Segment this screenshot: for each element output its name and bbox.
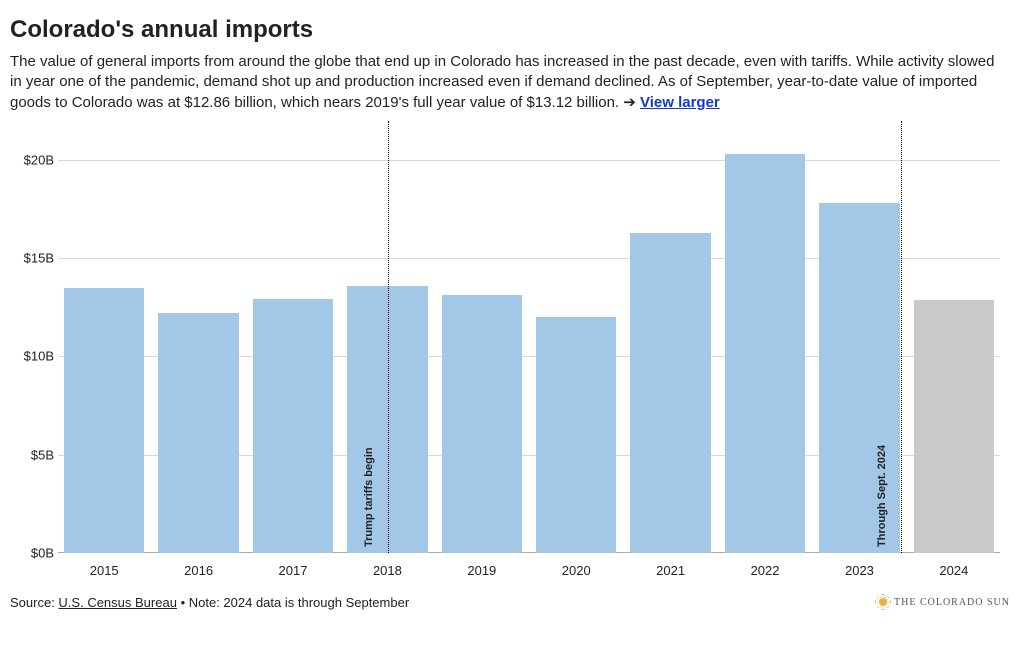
- brand-text: THE COLORADO SUN: [894, 597, 1010, 608]
- bar-slot: [914, 121, 994, 553]
- y-tick-label: $10B: [10, 349, 54, 364]
- bar-slot: [442, 121, 522, 553]
- x-tick-label: 2017: [253, 557, 333, 581]
- bar: [253, 299, 333, 552]
- bar-slot: [536, 121, 616, 553]
- bar-slot: [630, 121, 710, 553]
- bar-slot: [253, 121, 333, 553]
- x-tick-label: 2023: [819, 557, 899, 581]
- y-tick-label: $0B: [10, 545, 54, 560]
- sun-icon: [876, 595, 890, 609]
- bar: [725, 154, 805, 553]
- chart-title: Colorado's annual imports: [10, 16, 1010, 44]
- source-note: Source: U.S. Census Bureau • Note: 2024 …: [10, 595, 409, 610]
- bar-slot: [64, 121, 144, 553]
- x-axis-labels: 2015 2016 2017 2018 2019 2020 2021 2022 2023 2024: [58, 557, 1000, 581]
- x-tick-label: 2020: [536, 557, 616, 581]
- brand-mark: THE COLORADO SUN: [876, 595, 1010, 609]
- bullet: •: [181, 595, 189, 610]
- bar: [347, 286, 427, 553]
- source-prefix: Source:: [10, 595, 58, 610]
- bar: [914, 300, 994, 553]
- y-tick-label: $5B: [10, 447, 54, 462]
- x-tick-label: 2015: [64, 557, 144, 581]
- footer-note: Note: 2024 data is through September: [189, 595, 409, 610]
- x-tick-label: 2018: [347, 557, 427, 581]
- bar-slot: [347, 121, 427, 553]
- chart-footer: Source: U.S. Census Bureau • Note: 2024 …: [10, 595, 1010, 610]
- bars-container: [58, 121, 1000, 553]
- chart-description: The value of general imports from around…: [10, 52, 1010, 113]
- view-larger-link[interactable]: View larger: [640, 94, 720, 111]
- source-link[interactable]: U.S. Census Bureau: [58, 595, 177, 610]
- x-tick-label: 2019: [442, 557, 522, 581]
- y-tick-label: $15B: [10, 251, 54, 266]
- bar-slot: [158, 121, 238, 553]
- bar-slot: [819, 121, 899, 553]
- bar: [630, 233, 710, 553]
- description-text: The value of general imports from around…: [10, 53, 994, 111]
- x-tick-label: 2024: [914, 557, 994, 581]
- y-tick-label: $20B: [10, 153, 54, 168]
- bar: [819, 203, 899, 553]
- x-tick-label: 2022: [725, 557, 805, 581]
- x-tick-label: 2016: [158, 557, 238, 581]
- bar: [536, 317, 616, 553]
- bar: [64, 288, 144, 553]
- bar: [442, 295, 522, 553]
- bar-slot: [725, 121, 805, 553]
- x-tick-label: 2021: [630, 557, 710, 581]
- bar-chart: 2015 2016 2017 2018 2019 2020 2021 2022 2023 2024…: [10, 121, 1010, 581]
- bar: [158, 313, 238, 553]
